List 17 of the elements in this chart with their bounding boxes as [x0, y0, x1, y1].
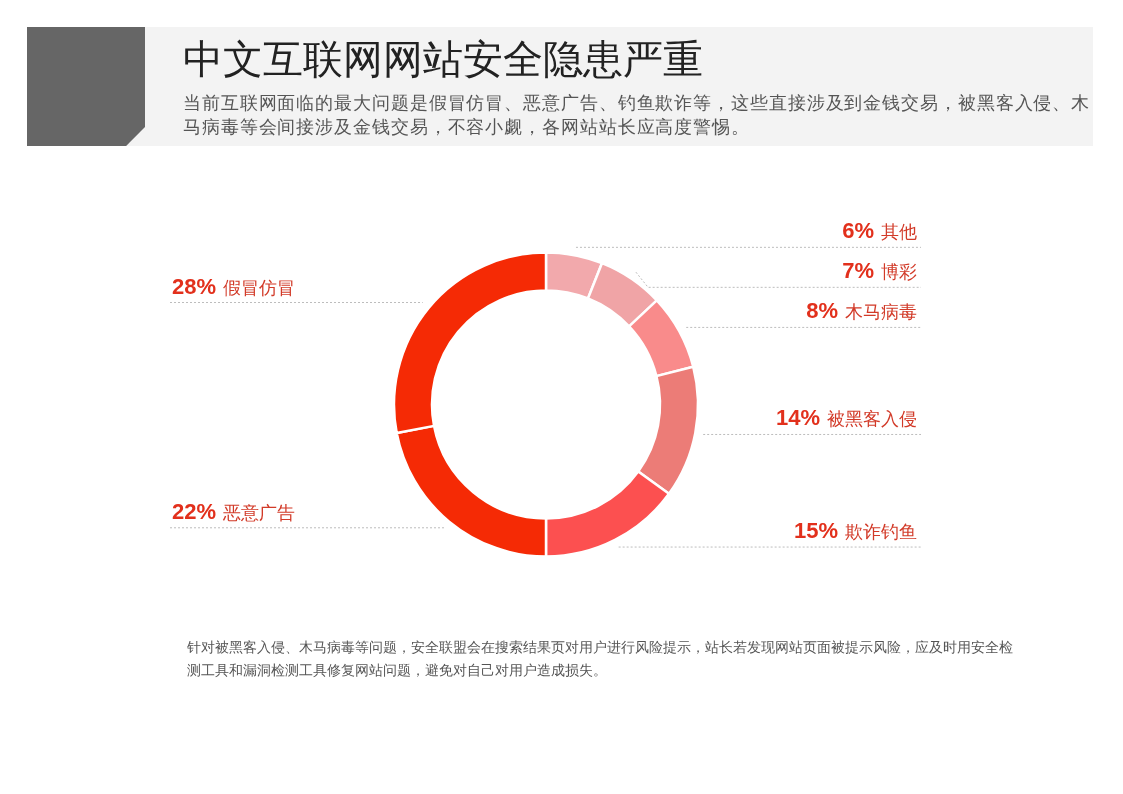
data-label: 6% [842, 218, 874, 244]
data-label: 14% [775, 405, 821, 431]
chart-title: 中文互联网网站安全隐患严重 [183, 36, 703, 82]
data-label: 7% [842, 258, 874, 284]
text: 针对被黑客入侵、木马病毒等问题，安全联盟会在搜索结果页对用户进行风险提示，站长若发现网站页面被提示风险，应及时用安全检测工具和漏洞检测工具修复网站问题，避免对自己对用户造成损失。 [187, 638, 1014, 680]
data-label: 28% [172, 273, 217, 299]
data-label: 22% [172, 498, 217, 524]
slice-label: 欺诈钓鱼 [845, 522, 917, 543]
slice-label: 博彩 [881, 262, 917, 283]
slice-label: 假冒仿冒 [223, 277, 296, 298]
data-label: 8% [806, 298, 838, 324]
slice-label: 其他 [881, 222, 917, 243]
chart-subtitle: 当前互联网面临的最大问题是假冒仿冒、恶意广告、钓鱼欺诈等，这些直接涉及到金钱交易，被黑客入侵、木马病毒等会间接涉及金钱交易，不容小觑，各网站站长应高度警惕。 [183, 91, 1091, 139]
slice-label: 木马病毒 [845, 302, 917, 323]
slice-label: 被黑客入侵 [827, 409, 917, 430]
data-label: 15% [793, 518, 839, 544]
slice-label: 恶意广告 [222, 502, 296, 523]
